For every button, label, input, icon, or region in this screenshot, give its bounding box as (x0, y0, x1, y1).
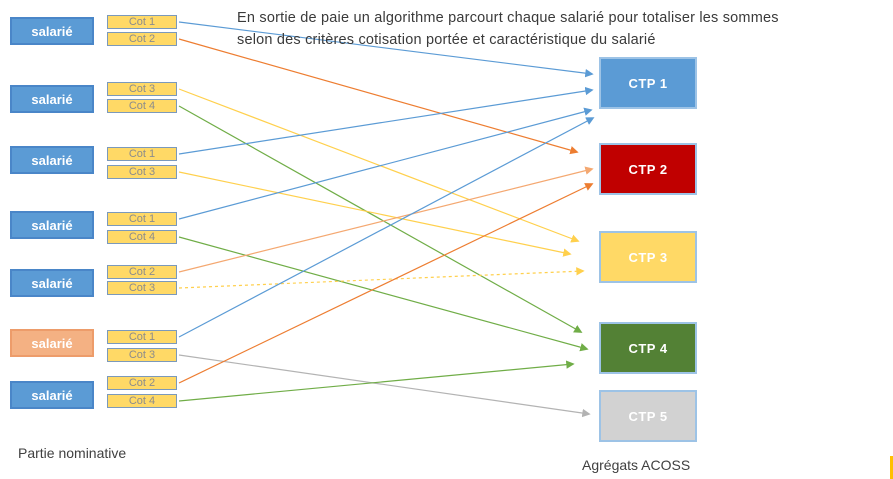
connector-arrow-cot4-to-ctp4 (178, 360, 575, 402)
header-line-1: En sortie de paie un algorithme parcourt… (237, 10, 779, 26)
left-caption: Partie nominative (18, 445, 127, 461)
cot-box-1-1: Cot 1 (107, 15, 177, 29)
salarie-box-2: salarié (10, 85, 94, 113)
salarie-box-1: salarié (10, 17, 94, 45)
cot-box-2-2: Cot 4 (107, 99, 177, 113)
connector-arrow-cot3-to-ctp3 (178, 171, 572, 257)
slide-edge-marker (890, 456, 893, 479)
connector-arrow-cot2-to-ctp2 (178, 166, 594, 273)
salarie-box-6: salarié (10, 329, 94, 357)
salarie-box-4: salarié (10, 211, 94, 239)
connector-arrow-cot1-to-ctp1 (178, 107, 593, 220)
ctp-box-3: CTP 3 (599, 231, 697, 283)
connector-arrow-cot3-to-ctp5 (178, 354, 591, 418)
connector-arrow-cot2-to-ctp2 (178, 183, 594, 384)
header-text: En sortie de paie un algorithme parcourt… (237, 7, 889, 51)
connector-arrow-cot2-to-ctp2 (178, 38, 579, 155)
cot-box-3-1: Cot 1 (107, 147, 177, 161)
salarie-box-3: salarié (10, 146, 94, 174)
cot-box-7-1: Cot 2 (107, 376, 177, 390)
connector-arrow-cot1-to-ctp1 (178, 117, 595, 338)
cot-box-4-2: Cot 4 (107, 230, 177, 244)
header-line-2: selon des critères cotisation portée et … (237, 32, 656, 48)
connector-arrow-cot3-to-ctp3 (178, 88, 580, 243)
right-caption: Agrégats ACOSS (582, 457, 691, 473)
cot-box-5-1: Cot 2 (107, 265, 177, 279)
connector-arrow-cot4-to-ctp4 (178, 105, 583, 333)
salarie-box-5: salarié (10, 269, 94, 297)
ctp-box-1: CTP 1 (599, 57, 697, 109)
connector-arrow-cot4-to-ctp4 (178, 236, 589, 352)
cot-box-1-2: Cot 2 (107, 32, 177, 46)
cot-box-4-1: Cot 1 (107, 212, 177, 226)
ctp-box-5: CTP 5 (599, 390, 697, 442)
connector-arrow-cot3-to-ctp3 (178, 267, 585, 289)
cot-box-6-2: Cot 3 (107, 348, 177, 362)
connector-arrow-cot1-to-ctp1 (178, 86, 594, 155)
cot-box-5-2: Cot 3 (107, 281, 177, 295)
cot-box-2-1: Cot 3 (107, 82, 177, 96)
ctp-box-4: CTP 4 (599, 322, 697, 374)
cot-box-7-2: Cot 4 (107, 394, 177, 408)
ctp-box-2: CTP 2 (599, 143, 697, 195)
salarie-box-7: salarié (10, 381, 94, 409)
cot-box-6-1: Cot 1 (107, 330, 177, 344)
cot-box-3-2: Cot 3 (107, 165, 177, 179)
